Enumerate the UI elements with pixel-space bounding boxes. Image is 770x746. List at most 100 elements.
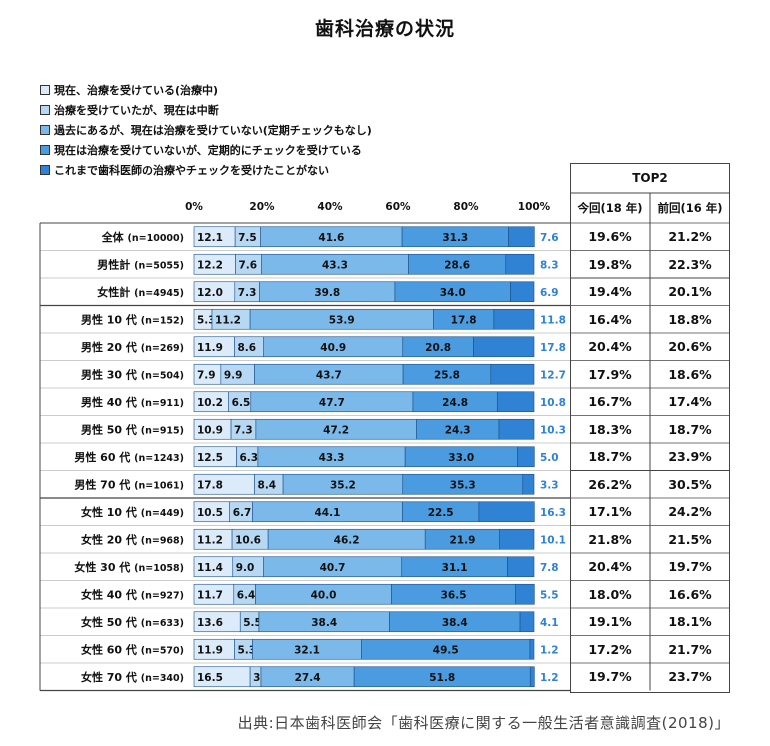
bar-segment xyxy=(515,583,535,605)
data-label: 47.7 xyxy=(319,397,345,409)
legend-label: 現在、治療を受けている(治療中) xyxy=(54,84,219,97)
data-label: 43.3 xyxy=(319,452,345,464)
top2-prev-value: 24.2% xyxy=(668,504,712,519)
top2-prev-value: 17.4% xyxy=(668,394,712,409)
legend: 現在、治療を受けている(治療中) 治療を受けていたが、現在は中断 過去にあるが、… xyxy=(40,80,372,180)
top2-this-value: 19.1% xyxy=(588,614,632,629)
data-label: 13.6 xyxy=(197,617,223,629)
data-label: 16.5 xyxy=(197,672,223,684)
top2-prev-value: 23.9% xyxy=(668,449,712,464)
data-label: 9.9 xyxy=(224,369,243,381)
data-label: 40.7 xyxy=(320,562,346,574)
data-label: 11.9 xyxy=(197,342,223,354)
data-label: 43.7 xyxy=(316,369,342,381)
data-label: 7.6 xyxy=(540,232,559,244)
category-label: 男性 30 代 (n=504) xyxy=(81,367,184,381)
chart-title: 歯科治療の状況 xyxy=(314,18,455,40)
data-label: 38.4 xyxy=(442,617,468,629)
legend-label: 現在は治療を受けていないが、定期的にチェックを受けている xyxy=(54,144,362,157)
data-label: 27.4 xyxy=(295,672,321,684)
top2-this-value: 17.9% xyxy=(588,366,632,382)
x-tick-label: 80% xyxy=(453,201,479,213)
top2-prev-value: 20.1% xyxy=(668,284,712,299)
x-tick-label: 60% xyxy=(385,201,411,213)
top2-prev-value: 21.2% xyxy=(668,229,712,244)
data-label: 12.2 xyxy=(197,259,223,271)
legend-swatch xyxy=(40,105,50,115)
bar-segment xyxy=(498,418,535,440)
data-label: 39.8 xyxy=(314,287,340,299)
x-tick-label: 0% xyxy=(185,201,203,213)
top2-prev-value: 18.8% xyxy=(668,311,712,327)
top2-prev-value: 22.3% xyxy=(668,256,712,272)
data-label: 43.3 xyxy=(322,259,348,271)
top2-prev-value: 16.6% xyxy=(668,586,712,602)
data-label: 8.4 xyxy=(258,479,277,491)
category-label: 男性 10 代 (n=152) xyxy=(81,312,184,326)
data-label: 7.8 xyxy=(540,562,559,574)
bar-segment xyxy=(529,638,535,660)
data-label: 10.2 xyxy=(197,397,223,409)
bar-segment xyxy=(508,226,535,248)
data-label: 10.9 xyxy=(197,424,223,436)
top2-this-value: 19.7% xyxy=(588,669,632,684)
data-label: 5.0 xyxy=(540,452,559,464)
data-label: 5.5 xyxy=(243,617,262,629)
data-label: 12.1 xyxy=(197,232,223,244)
data-label: 41.6 xyxy=(318,232,344,244)
top2-prev-value: 21.5% xyxy=(668,531,712,547)
legend-swatch xyxy=(40,145,50,155)
data-label: 35.2 xyxy=(330,479,356,491)
data-label: 12.5 xyxy=(197,452,223,464)
data-label: 22.5 xyxy=(428,507,454,519)
data-label: 5.3 xyxy=(237,644,256,656)
top2-this-value: 19.6% xyxy=(588,229,632,244)
data-label: 9.0 xyxy=(236,562,255,574)
legend-item: 現在、治療を受けている(治療中) xyxy=(40,80,372,100)
data-label: 10.3 xyxy=(540,424,566,436)
data-label: 6.5 xyxy=(232,397,251,409)
data-label: 36.5 xyxy=(441,589,467,601)
legend-item: これまで歯科医師の治療やチェックを受けたことがない xyxy=(40,160,372,180)
data-label: 17.8 xyxy=(451,314,477,326)
category-label: 男性 70 代 (n=1061) xyxy=(74,477,184,491)
data-label: 6.9 xyxy=(540,287,559,299)
data-label: 47.2 xyxy=(323,424,349,436)
data-label: 51.8 xyxy=(429,672,455,684)
bar-segment xyxy=(496,391,535,413)
data-label: 53.9 xyxy=(329,314,355,326)
top2-prev-value: 18.1% xyxy=(668,614,712,629)
data-label: 10.8 xyxy=(540,397,566,409)
category-label: 女性 40 代 (n=927) xyxy=(81,587,184,601)
data-label: 17.8 xyxy=(197,479,223,491)
data-label: 34.0 xyxy=(440,287,466,299)
bar-segment xyxy=(499,528,535,550)
top2-col-this: 今回(18 年) xyxy=(577,201,643,215)
legend-item: 過去にあるが、現在は治療を受けていない(定期チェックもなし) xyxy=(40,120,372,140)
top2-table xyxy=(570,163,730,693)
bar-segment xyxy=(490,363,535,385)
data-label: 7.3 xyxy=(238,287,257,299)
top2-prev-value: 23.7% xyxy=(668,669,712,684)
top2-this-value: 20.4% xyxy=(588,339,632,354)
top2-prev-value: 21.7% xyxy=(668,641,712,657)
data-label: 4.1 xyxy=(540,617,559,629)
data-label: 6.7 xyxy=(233,507,252,519)
legend-label: 過去にあるが、現在は治療を受けていない(定期チェックもなし) xyxy=(54,124,372,137)
data-label: 40.0 xyxy=(311,589,337,601)
data-label: 5.5 xyxy=(540,589,559,601)
category-label: 女性 60 代 (n=570) xyxy=(81,642,184,656)
data-label: 44.1 xyxy=(314,507,340,519)
data-label: 16.3 xyxy=(540,507,566,519)
data-label: 11.7 xyxy=(197,589,223,601)
data-label: 7.9 xyxy=(197,369,216,381)
source-note: 出典:日本歯科医師会「歯科医療に関する一般生活者意識調査(2018)」 xyxy=(237,714,730,732)
data-label: 7.3 xyxy=(234,424,253,436)
category-label: 女性 70 代 (n=340) xyxy=(81,670,184,684)
bar-segment xyxy=(519,611,535,633)
bar-segment xyxy=(517,446,535,468)
category-label: 女性 30 代 (n=1058) xyxy=(74,560,184,574)
top2-this-value: 18.0% xyxy=(588,586,632,602)
data-label: 8.6 xyxy=(237,342,256,354)
